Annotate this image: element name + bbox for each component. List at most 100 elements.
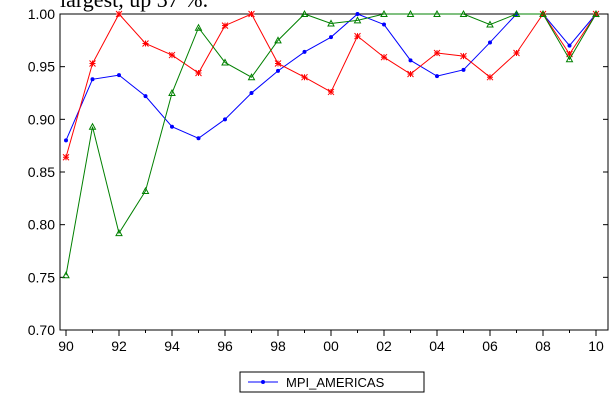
- star-stroke: [513, 49, 520, 57]
- data-point: [407, 70, 414, 78]
- data-point: [274, 60, 282, 67]
- data-point: [62, 271, 70, 279]
- x-tick-label: 10: [588, 338, 604, 354]
- legend-label: MPI_AMERICAS: [286, 375, 385, 390]
- plot-frame: [59, 13, 609, 331]
- data-point: [327, 88, 335, 96]
- y-tick-label: 1.00: [28, 6, 55, 22]
- data-point: [64, 138, 68, 143]
- data-point: [354, 32, 361, 40]
- data-point: [486, 20, 494, 28]
- x-tick-label: 06: [482, 338, 498, 354]
- data-point: [143, 94, 148, 99]
- star-stroke: [274, 60, 282, 67]
- star-stroke: [354, 32, 361, 40]
- data-point: [274, 36, 282, 44]
- star-stroke: [221, 22, 229, 29]
- data-point: [327, 19, 335, 27]
- star-stroke: [248, 10, 255, 18]
- data-point: [513, 49, 520, 57]
- data-point: [460, 52, 467, 60]
- data-point: [89, 60, 96, 67]
- caption-fragment: largest, up 37 %.: [60, 0, 208, 13]
- data-point: [221, 22, 229, 29]
- data-point: [382, 22, 386, 27]
- data-point: [115, 229, 123, 237]
- data-point: [168, 88, 176, 96]
- data-point: [194, 23, 203, 31]
- star-stroke: [407, 70, 414, 78]
- data-point: [433, 49, 441, 57]
- data-point: [567, 43, 572, 48]
- x-tick-label: 02: [376, 338, 392, 354]
- data-point: [117, 73, 121, 78]
- data-point: [300, 9, 309, 17]
- y-axis: 1.00 0.95 0.90 0.85 0.80 0.75 0.70: [28, 6, 608, 338]
- star-stroke: [486, 73, 494, 81]
- series-line-3: [65, 13, 597, 276]
- series-line-1: [65, 13, 597, 141]
- data-point: [142, 40, 149, 47]
- data-point: [196, 136, 201, 141]
- data-point: [512, 9, 521, 17]
- data-point: [353, 16, 362, 24]
- y-tick-label: 0.75: [28, 269, 55, 285]
- x-tick-label: 98: [270, 338, 286, 354]
- data-point: [433, 9, 441, 17]
- data-point: [488, 40, 492, 45]
- data-point: [592, 9, 600, 17]
- x-tick-label: 04: [429, 338, 445, 354]
- legend-box: [239, 371, 425, 393]
- data-point: [90, 77, 95, 82]
- x-tick-label: 96: [217, 338, 233, 354]
- y-tick-label: 0.80: [28, 217, 55, 233]
- star-stroke: [460, 52, 467, 60]
- star-stroke: [142, 40, 149, 47]
- legend: MPI_AMERICAS: [239, 371, 425, 393]
- y-tick-label: 0.90: [28, 111, 55, 127]
- star-stroke: [115, 10, 123, 18]
- data-point: [380, 9, 388, 17]
- data-point: [115, 10, 123, 18]
- y-tick-label: 0.70: [28, 322, 55, 338]
- star-stroke: [301, 73, 308, 81]
- star-stroke: [89, 60, 96, 67]
- x-tick-label: 92: [111, 338, 127, 354]
- data-point: [355, 12, 360, 16]
- data-point: [223, 117, 227, 122]
- x-tick-label: 08: [535, 338, 551, 354]
- data-point: [459, 9, 468, 17]
- data-point: [249, 91, 254, 95]
- data-point: [141, 186, 150, 194]
- x-tick-label: 90: [58, 338, 74, 354]
- data-point: [248, 10, 255, 18]
- data-point: [461, 67, 466, 72]
- data-point: [62, 153, 70, 161]
- x-tick-label: 94: [164, 338, 180, 354]
- data-point: [486, 73, 494, 81]
- data-point: [88, 122, 97, 130]
- star-stroke: [433, 49, 441, 57]
- star-stroke: [195, 69, 202, 77]
- data-point: [380, 53, 388, 61]
- data-point: [168, 51, 176, 59]
- legend-marker: [261, 380, 265, 384]
- y-tick-label: 0.85: [28, 164, 55, 180]
- data-point: [301, 73, 308, 81]
- star-stroke: [62, 153, 70, 161]
- series-group: [62, 9, 600, 279]
- data-point: [408, 58, 413, 63]
- star-stroke: [168, 51, 176, 59]
- data-point: [276, 68, 280, 73]
- x-tick-label: 00: [323, 338, 339, 354]
- data-point: [247, 73, 256, 81]
- x-axis: 90 92 94 96 98 00 02 04 06 08 10: [58, 330, 604, 354]
- data-point: [539, 9, 547, 17]
- star-stroke: [380, 53, 388, 61]
- data-point: [195, 69, 202, 77]
- data-point: [329, 35, 333, 40]
- data-point: [302, 49, 307, 54]
- y-tick-label: 0.95: [28, 59, 55, 75]
- data-point: [170, 124, 174, 129]
- data-point: [435, 74, 439, 79]
